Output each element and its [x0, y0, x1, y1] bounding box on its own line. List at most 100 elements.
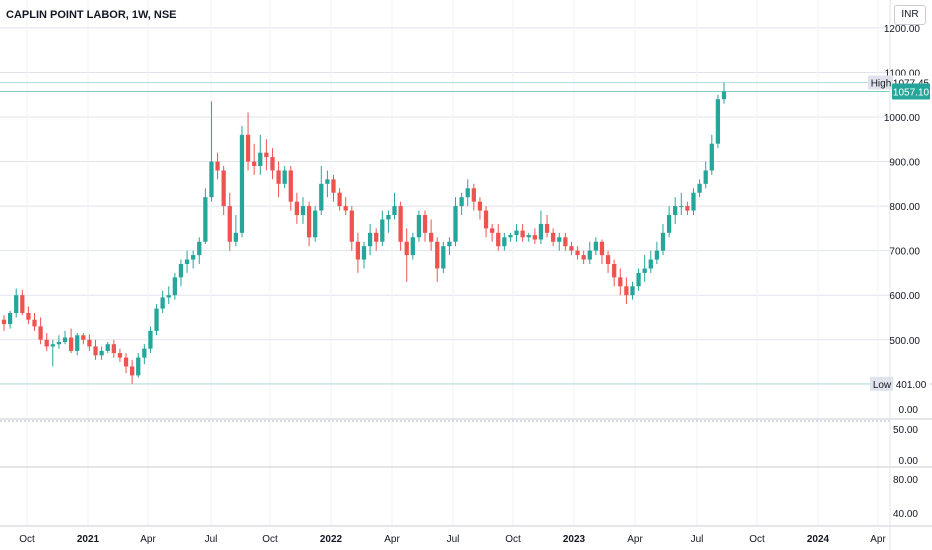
- x-tick-label: Oct: [505, 534, 521, 545]
- candle-body: [563, 237, 568, 247]
- candle-body: [404, 241, 409, 256]
- candle-body: [93, 346, 98, 356]
- y-tick-label: 600.00: [889, 291, 920, 302]
- candle-body: [605, 255, 611, 265]
- candle-body: [380, 219, 385, 242]
- candle-body: [618, 277, 623, 287]
- candle-body: [239, 134, 245, 233]
- low-label: Low: [873, 380, 892, 391]
- x-tick-label: Apr: [627, 534, 643, 545]
- sub-panel-tick: 80.00: [893, 475, 918, 486]
- candle-body: [721, 91, 727, 100]
- candle-body: [282, 170, 287, 184]
- y-tick-label: 900.00: [889, 158, 920, 169]
- candle-body: [386, 215, 391, 220]
- candle-body: [660, 232, 666, 251]
- candle-body: [459, 197, 464, 207]
- candle-body: [483, 210, 489, 229]
- last-price-box: [892, 83, 930, 100]
- time-axis: Oct 2021 Apr Jul Oct 2022 Apr Jul Oct 2023 Apr Jul O…: [19, 534, 886, 545]
- candle-body: [471, 188, 476, 202]
- candle-body: [343, 206, 348, 211]
- candle-body: [496, 232, 501, 247]
- candle-body: [197, 241, 202, 256]
- candle-body: [361, 246, 367, 260]
- candle-body: [26, 313, 31, 320]
- candle-body: [587, 250, 592, 260]
- candle-body: [306, 206, 312, 238]
- candle-body: [490, 228, 495, 233]
- candle-body: [154, 308, 159, 331]
- candle-body: [32, 319, 37, 327]
- candle-body: [624, 286, 629, 296]
- candle-body: [288, 170, 293, 202]
- candle-body: [532, 235, 537, 240]
- candle-body: [184, 259, 190, 265]
- candle-body: [520, 230, 525, 238]
- candle-body: [233, 232, 238, 242]
- candle-body: [105, 344, 110, 351]
- candle-body: [245, 134, 251, 162]
- candle-body: [14, 295, 19, 314]
- sub-panel-tick: 40.00: [893, 509, 918, 520]
- x-tick-label: Apr: [870, 534, 886, 545]
- candle-body: [130, 366, 135, 376]
- candle-body: [166, 295, 171, 298]
- candle-body: [313, 210, 318, 238]
- x-tick-label: Jul: [691, 534, 704, 545]
- candle-body: [294, 201, 300, 216]
- y-tick-label: 700.00: [889, 247, 920, 258]
- y-tick-label: 1000.00: [884, 113, 921, 124]
- candle-body: [557, 237, 562, 242]
- candle-body: [142, 348, 147, 358]
- candle-body: [398, 206, 403, 242]
- candle-body: [428, 232, 434, 242]
- candle-body: [252, 161, 257, 167]
- candle-body: [81, 335, 86, 340]
- candle-body: [44, 339, 49, 347]
- x-tick-label: 2023: [563, 534, 586, 545]
- candle-body: [435, 241, 440, 269]
- x-tick-label: Oct: [262, 534, 278, 545]
- candle-body: [258, 152, 263, 167]
- sub-panel-tick: 50.00: [893, 425, 918, 436]
- candle-body: [581, 255, 586, 260]
- indicator-panels: 0.00 50.00 0.00 80.00 40.00: [0, 383, 932, 527]
- x-tick-label: Oct: [749, 534, 765, 545]
- candle-body: [178, 264, 184, 278]
- x-tick-label: 2024: [807, 534, 830, 545]
- candle-body: [209, 161, 214, 198]
- candle-body: [502, 237, 507, 247]
- candle-body: [685, 206, 690, 211]
- sub-panel-tick: 0.00: [899, 456, 919, 467]
- x-tick-label: Jul: [447, 534, 460, 545]
- candle-body: [62, 337, 68, 342]
- candle-body: [111, 344, 116, 354]
- candle-body: [99, 350, 104, 356]
- candle-body: [679, 206, 684, 208]
- candle-body: [331, 179, 336, 193]
- grid-lines: [0, 0, 890, 526]
- candle-body: [709, 143, 714, 171]
- candle-body: [191, 255, 196, 260]
- candle-body: [569, 246, 574, 251]
- candle-body: [87, 339, 92, 347]
- candle-body: [1, 319, 7, 325]
- candle-body: [160, 297, 165, 309]
- candle-body: [654, 250, 660, 260]
- price-axis: 1200.00 1100.00 1000.00 900.00 800.00 700.00 6…: [868, 0, 930, 550]
- candle-body: [648, 259, 653, 269]
- x-tick-label: Apr: [140, 534, 156, 545]
- y-tick-label: 500.00: [889, 336, 920, 347]
- candle-body: [148, 330, 153, 349]
- candle-body: [544, 223, 550, 233]
- low-value: 401.00: [896, 380, 927, 391]
- candle-body: [355, 241, 361, 260]
- y-tick-label: 800.00: [889, 202, 920, 213]
- candle-body: [416, 215, 422, 238]
- candle-body: [117, 353, 123, 358]
- candle-body: [636, 272, 641, 287]
- currency-selector[interactable]: INR: [894, 5, 926, 25]
- candle-body: [325, 179, 330, 184]
